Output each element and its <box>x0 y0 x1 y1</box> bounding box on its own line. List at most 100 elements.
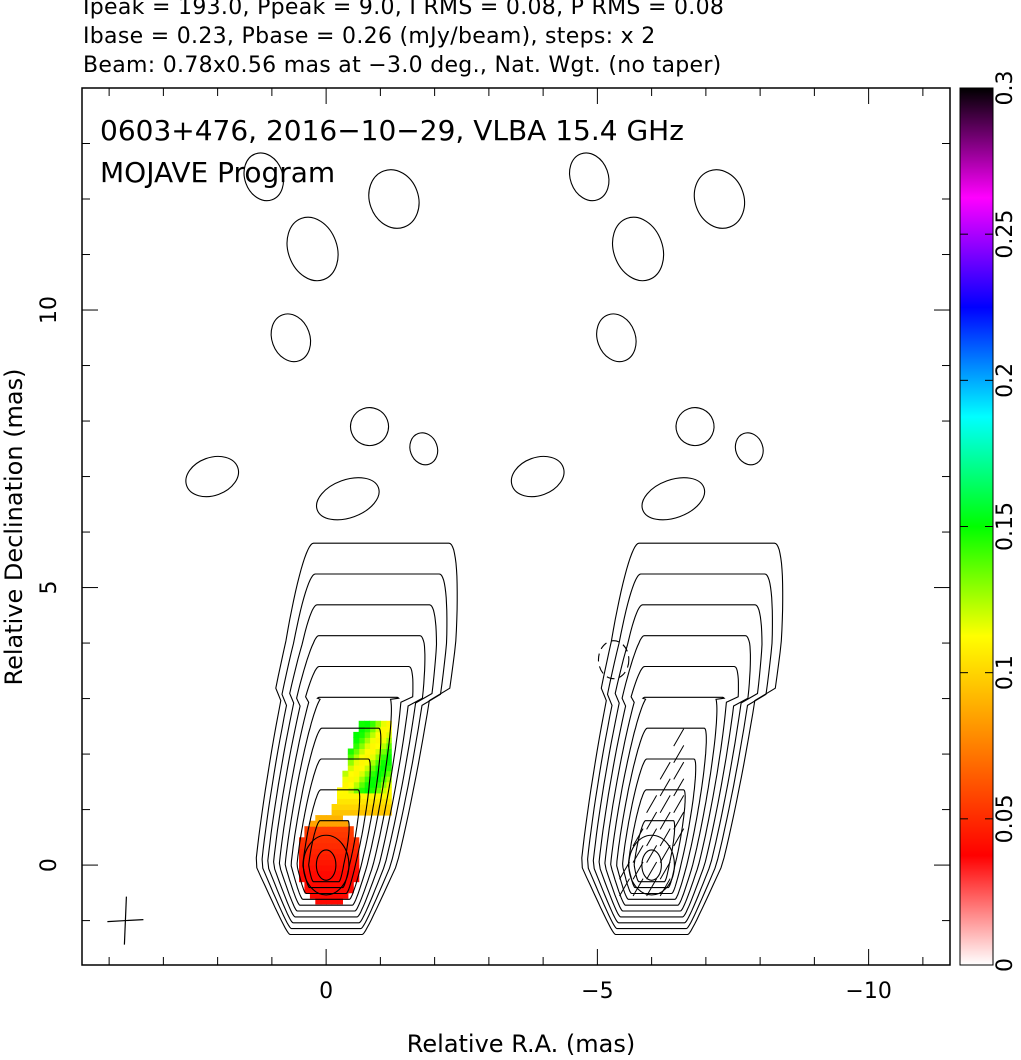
polarization-pixel <box>375 754 381 761</box>
polarization-pixel <box>331 859 338 866</box>
polarization-vector <box>659 845 671 863</box>
polarization-pixel <box>380 804 387 810</box>
polarization-pixel <box>320 898 327 905</box>
polarization-pixel <box>353 809 360 816</box>
polarization-pixel <box>320 848 327 855</box>
polarization-pixel <box>299 870 305 877</box>
polarization-pixel <box>331 892 338 899</box>
polarization-vector <box>646 861 658 880</box>
polarization-pixel <box>326 831 333 838</box>
x-tick-label: 0 <box>319 979 333 1004</box>
annotation-line-2: MOJAVE Program <box>100 156 335 189</box>
polarization-pixel <box>369 804 376 810</box>
polarization-pixel <box>347 837 354 844</box>
polarization-pixel <box>358 759 365 766</box>
polarization-pixel <box>380 787 387 794</box>
polarization-pixel <box>304 865 311 872</box>
polarization-vector <box>659 811 671 830</box>
polarization-pixel <box>337 848 343 855</box>
polarization-pixel <box>347 787 354 794</box>
polarization-pixel <box>364 748 371 755</box>
polarization-pixel <box>315 842 322 849</box>
polarization-pixel <box>375 731 381 738</box>
polarization-pixel <box>315 831 322 838</box>
polarization-pixel <box>353 876 360 883</box>
polarization-pixel <box>331 837 338 844</box>
polarization-pixel <box>326 842 333 849</box>
polarization-pixel <box>364 765 371 772</box>
polarization-pixel <box>342 787 349 794</box>
polarization-pixel <box>320 815 327 822</box>
polarization-pixel <box>309 870 316 877</box>
polarization-pixel <box>353 804 360 810</box>
polarization-pixel <box>353 842 360 849</box>
polarization-pixel <box>315 881 322 888</box>
polarization-pixel <box>375 804 381 810</box>
polarization-pixel <box>337 820 343 827</box>
polarization-pixel <box>342 781 349 788</box>
polarization-pixel <box>326 837 333 844</box>
polarization-pixel <box>331 815 338 822</box>
polarization-pixel <box>342 892 349 899</box>
polarization-vector <box>673 745 685 763</box>
polarization-pixel <box>342 804 349 810</box>
polarization-pixel <box>353 787 360 794</box>
polarization-vector <box>646 845 658 863</box>
right-core-contour <box>641 849 662 881</box>
polarization-pixel <box>320 887 327 894</box>
left-blob-contour <box>316 477 380 521</box>
polarization-pixel <box>315 892 322 899</box>
left-jet-contour <box>267 604 438 924</box>
polarization-vector <box>646 811 658 830</box>
polarization-pixel <box>353 848 360 855</box>
polarization-pixel <box>347 865 354 872</box>
polarization-pixel <box>337 870 343 877</box>
polarization-pixel <box>337 898 343 905</box>
left-jet-contour <box>273 635 426 918</box>
polarization-pixel <box>320 876 327 883</box>
polarization-pixel <box>380 798 387 805</box>
polarization-pixel <box>337 815 343 822</box>
right-jet-contour <box>622 758 697 895</box>
polarization-pixel <box>342 848 349 855</box>
polarization-pixel <box>380 759 387 766</box>
polarization-pixel <box>347 781 354 788</box>
polarization-vector <box>619 861 630 880</box>
polarization-pixel <box>385 765 392 772</box>
polarization-pixel <box>385 720 392 727</box>
polarization-pixel <box>353 748 360 755</box>
polarization-vector <box>646 795 658 813</box>
polarization-pixel <box>337 887 343 894</box>
polarization-pixel <box>358 776 365 783</box>
polarization-vector <box>673 761 685 780</box>
polarization-pixel <box>320 854 327 860</box>
polarization-pixel <box>315 826 322 833</box>
polarization-pixel <box>353 854 360 860</box>
polarization-pixel <box>331 831 338 838</box>
polarization-vector <box>673 795 685 813</box>
y-tick-label: 10 <box>37 296 62 324</box>
polarization-pixel <box>347 804 354 810</box>
right-jet-contour <box>592 604 763 924</box>
polarization-pixel <box>320 826 327 833</box>
polarization-pixel <box>337 826 343 833</box>
polarization-pixel <box>337 865 343 872</box>
polarization-pixel <box>369 781 376 788</box>
polarization-pixel <box>369 776 376 783</box>
polarization-vector <box>673 828 685 847</box>
polarization-pixel <box>353 781 360 788</box>
colorbar-tick-label: 0.05 <box>993 794 1018 843</box>
polarization-pixel <box>369 726 376 733</box>
polarization-pixel <box>342 809 349 816</box>
polarization-pixel <box>326 826 333 833</box>
polarization-vector <box>659 861 671 880</box>
polarization-pixel <box>326 848 333 855</box>
polarization-pixel <box>304 876 311 883</box>
polarization-pixel <box>331 876 338 883</box>
polarization-pixel <box>331 804 338 810</box>
plot-frame <box>81 87 951 966</box>
polarization-pixel <box>380 770 387 777</box>
polarization-pixel <box>326 870 333 877</box>
right-blob-contour <box>612 216 665 282</box>
left-jet-contour <box>290 727 382 900</box>
